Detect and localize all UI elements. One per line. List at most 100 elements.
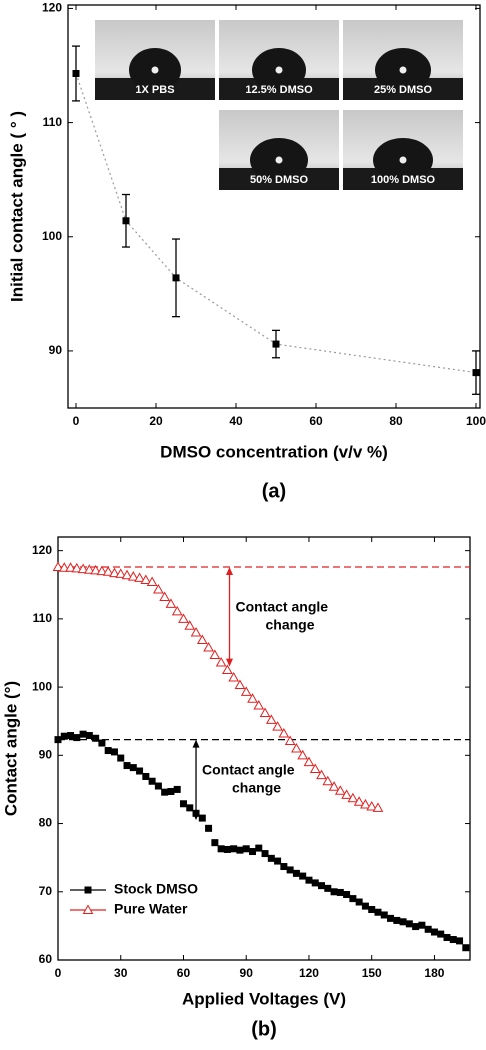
data-point xyxy=(292,869,300,877)
y-tick-label: 100 xyxy=(42,229,62,243)
data-point xyxy=(236,846,244,854)
droplet-glare xyxy=(399,156,407,164)
data-point xyxy=(309,763,321,773)
legend-label: Stock DMSO xyxy=(114,881,198,897)
data-point xyxy=(52,561,64,572)
annotation-text: change xyxy=(265,617,314,633)
data-point xyxy=(85,732,93,740)
inset-label: 25% DMSO xyxy=(374,84,433,96)
droplet-glare xyxy=(151,66,159,74)
data-point xyxy=(154,782,162,790)
data-point xyxy=(274,857,282,865)
x-tick-label: 30 xyxy=(114,966,128,980)
data-point xyxy=(368,906,376,914)
data-point xyxy=(140,574,152,584)
data-point xyxy=(418,921,426,929)
data-point xyxy=(222,664,233,675)
y-tick-label: 80 xyxy=(39,816,53,830)
data-point xyxy=(267,854,275,862)
data-point xyxy=(215,657,227,667)
y-tick-label: 120 xyxy=(32,543,52,557)
data-point xyxy=(361,902,369,910)
data-point xyxy=(347,792,359,803)
y-tick-label: 60 xyxy=(39,952,53,966)
data-point xyxy=(328,781,340,791)
data-point xyxy=(430,928,438,936)
data-point xyxy=(393,916,401,924)
annotation-text: change xyxy=(232,780,281,796)
data-point xyxy=(104,747,112,755)
data-point xyxy=(96,565,108,576)
droplet-glare xyxy=(275,66,283,74)
data-point xyxy=(146,576,158,587)
data-point xyxy=(173,785,181,793)
plot-frame xyxy=(57,536,471,961)
data-point xyxy=(299,872,307,880)
data-point xyxy=(303,756,315,767)
x-tick-label: 20 xyxy=(149,414,163,428)
data-point xyxy=(247,693,258,703)
data-point xyxy=(278,727,290,738)
data-point xyxy=(234,679,246,690)
inset-label: 12.5% DMSO xyxy=(245,84,313,96)
data-point xyxy=(165,598,177,608)
data-point xyxy=(253,699,265,710)
y-axis-label: Contact angle (°) xyxy=(1,681,20,816)
data-point xyxy=(129,764,137,772)
data-point xyxy=(167,787,175,795)
caption: (b) xyxy=(251,1018,277,1040)
data-point xyxy=(148,777,156,785)
data-point xyxy=(72,69,80,77)
x-tick-label: 60 xyxy=(177,966,191,980)
data-point xyxy=(387,914,395,922)
annotation-text: Contact angle xyxy=(235,599,328,615)
data-point xyxy=(73,734,81,742)
legend-marker xyxy=(84,886,92,894)
x-axis-label: Applied Voltages (V) xyxy=(182,989,346,1008)
data-point xyxy=(316,769,327,780)
data-point xyxy=(122,217,130,225)
droplet-glare xyxy=(275,156,283,164)
data-point xyxy=(366,800,378,811)
data-point xyxy=(71,562,83,573)
y-tick-label: 90 xyxy=(49,343,63,357)
data-point xyxy=(462,944,470,952)
data-point xyxy=(305,876,313,884)
data-point xyxy=(159,591,171,602)
y-tick-label: 110 xyxy=(33,611,53,625)
data-point xyxy=(472,369,480,377)
data-point xyxy=(449,936,457,944)
arrow-head xyxy=(225,658,233,667)
data-point xyxy=(223,845,231,853)
data-point xyxy=(115,568,127,578)
data-point xyxy=(117,754,125,762)
data-point xyxy=(255,844,263,852)
data-point xyxy=(353,796,365,806)
data-point xyxy=(443,933,451,941)
y-tick-label: 100 xyxy=(32,679,52,693)
data-point xyxy=(284,735,296,745)
x-axis-label: DMSO concentration (v/v %) xyxy=(160,442,388,461)
data-point xyxy=(372,802,384,812)
data-point xyxy=(110,748,118,756)
x-tick-label: 90 xyxy=(240,966,254,980)
data-point xyxy=(330,888,338,896)
y-tick-label: 70 xyxy=(39,884,53,898)
data-point xyxy=(190,626,202,637)
data-point xyxy=(374,908,382,916)
x-tick-label: 120 xyxy=(299,966,319,980)
data-point xyxy=(343,891,351,899)
data-point xyxy=(184,620,196,630)
data-point xyxy=(261,850,269,858)
data-point xyxy=(209,649,221,660)
data-point xyxy=(324,884,332,892)
data-point xyxy=(336,888,344,896)
data-point xyxy=(311,879,319,887)
data-point xyxy=(203,642,214,652)
data-point xyxy=(355,898,363,906)
data-point xyxy=(297,749,309,760)
data-point xyxy=(272,340,280,348)
data-point xyxy=(60,732,68,740)
